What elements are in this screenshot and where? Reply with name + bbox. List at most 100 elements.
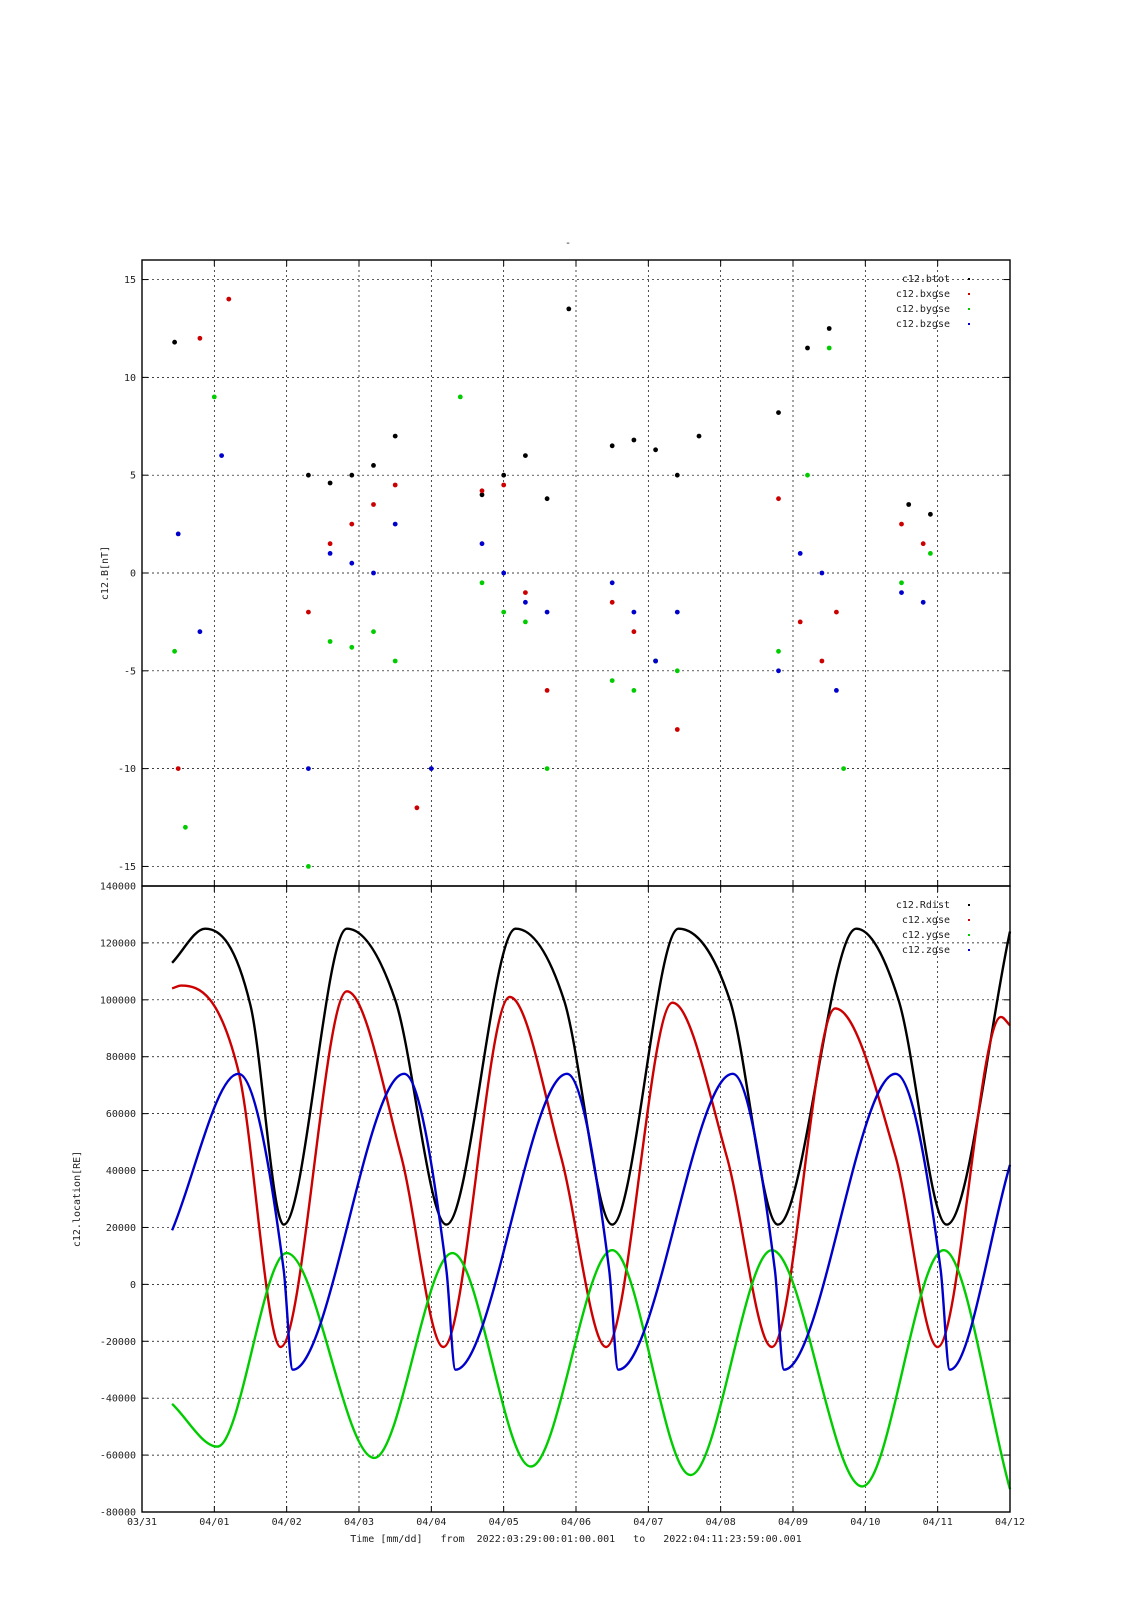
x-tick-label: 04/07 (633, 1517, 663, 1528)
b-field-point (631, 688, 637, 693)
footer-caption: Time [mm/dd] from 2022:03:29:00:01:00.00… (350, 1534, 801, 1545)
b-field-point (501, 609, 507, 615)
b-field-point (834, 688, 839, 693)
location-series-line (171, 927, 1012, 1226)
location-ylabel: c12.location[RE] (72, 1151, 83, 1247)
b-field-point (776, 410, 781, 415)
x-tick-label: 03/31 (127, 1517, 157, 1528)
b-field-point (371, 570, 376, 576)
location-series-line (170, 1072, 1012, 1371)
b-field-point (776, 648, 781, 654)
b-field-point (899, 590, 904, 595)
b-field-point (523, 599, 528, 605)
location-gridlines (142, 886, 1010, 1512)
b-field-point (327, 551, 333, 556)
b-field-point (172, 339, 178, 345)
b-field-point (674, 609, 680, 615)
footer-to-value: 2022:04:11:23:59:00.001 (663, 1534, 801, 1545)
b-field-point (226, 296, 232, 302)
y-tick-label: 10 (124, 373, 136, 384)
x-tick-label: 04/04 (416, 1517, 446, 1528)
location-panel: 03/31 04/01 04/02 04/03 04/04 04/05 04/06 04/07… (72, 882, 1025, 1529)
b-field-point (609, 443, 615, 449)
location-legend: c12.Rdist c12.xgse c12.ygse c12.zgse (896, 900, 970, 956)
b-field-point (826, 326, 832, 331)
location-series-line (171, 984, 1011, 1349)
footer-from-label: from (441, 1534, 465, 1545)
y-tick-label: 40000 (106, 1166, 136, 1177)
b-field-point (674, 472, 680, 478)
b-field-point (631, 437, 637, 443)
b-field-point (797, 619, 803, 625)
b-field-point (523, 453, 528, 458)
b-field-point (306, 766, 311, 771)
legend-label: c12.bxgse (896, 289, 950, 300)
x-tick-label: 04/02 (272, 1517, 302, 1528)
b-field-ticks: 15 10 5 0 -5 -10 -15 (118, 260, 1011, 886)
legend-label: c12.Rdist (896, 900, 950, 911)
x-tick-label: 04/01 (199, 1517, 229, 1528)
b-field-point (805, 472, 810, 478)
b-field-point (306, 864, 311, 869)
b-field-point (428, 766, 434, 771)
b-field-point (501, 482, 507, 488)
b-field-legend: c12.btot c12.bxgse c12.bygse c12.bzgse (896, 274, 970, 330)
b-field-point (566, 306, 572, 312)
b-field-point (841, 766, 846, 771)
figure-title: - (565, 238, 571, 249)
y-tick-label: 60000 (106, 1109, 136, 1120)
y-tick-label: -80000 (100, 1508, 136, 1519)
b-field-point (479, 580, 485, 586)
b-field-point (928, 511, 933, 517)
footer-to-label: to (633, 1534, 645, 1545)
legend-label: c12.xgse (902, 915, 950, 926)
b-field-point (696, 433, 702, 439)
b-field-point (609, 678, 615, 683)
b-field-point (306, 472, 311, 478)
b-field-point (479, 492, 485, 498)
y-tick-label: 5 (130, 471, 136, 482)
b-field-point (920, 599, 926, 605)
legend-marker (968, 949, 970, 951)
b-field-point (819, 658, 825, 664)
b-field-point (371, 629, 376, 635)
b-field-point (674, 668, 680, 674)
y-tick-label: 0 (130, 1280, 136, 1291)
b-field-point (631, 609, 637, 615)
b-field-point (776, 668, 781, 674)
b-field-point (327, 541, 333, 547)
b-field-data (172, 296, 933, 869)
b-field-point (776, 496, 781, 502)
y-tick-label: 100000 (100, 995, 136, 1006)
location-data (170, 927, 1012, 1490)
x-tick-label: 04/05 (489, 1517, 519, 1528)
b-field-point (899, 521, 904, 527)
location-frame (141, 885, 1011, 1513)
y-tick-label: 140000 (100, 882, 136, 893)
footer-time-label: Time [mm/dd] (350, 1534, 422, 1545)
x-tick-label: 04/06 (561, 1517, 591, 1528)
y-tick-label: -5 (124, 666, 136, 677)
b-field-point (349, 560, 355, 566)
b-field-point (544, 688, 550, 693)
b-field-point (183, 824, 188, 830)
legend-marker (968, 323, 970, 325)
b-field-point (414, 805, 420, 811)
y-tick-label: -60000 (100, 1451, 136, 1462)
b-field-point (219, 453, 225, 458)
b-field-point (175, 766, 181, 771)
b-field-point (920, 541, 926, 547)
y-tick-label: -40000 (100, 1394, 136, 1405)
b-field-point (479, 541, 485, 547)
y-tick-label: -15 (118, 862, 136, 873)
legend-label: c12.zgse (902, 945, 950, 956)
b-field-point (501, 570, 507, 576)
b-field-point (826, 345, 832, 351)
x-tick-label: 04/08 (706, 1517, 736, 1528)
b-field-point (392, 433, 398, 439)
y-tick-label: 80000 (106, 1052, 136, 1063)
legend-label: c12.btot (902, 274, 950, 285)
location-series-line (171, 1249, 1012, 1490)
